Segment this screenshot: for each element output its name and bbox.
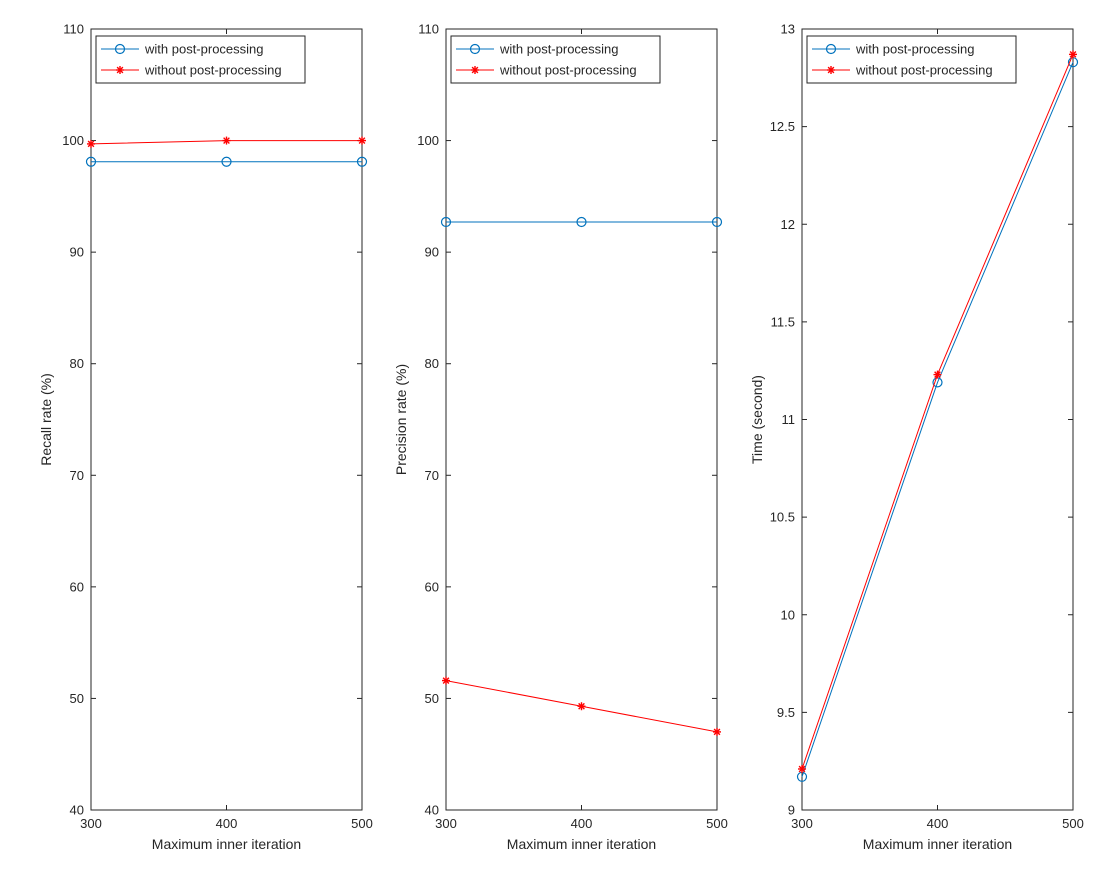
data-point xyxy=(85,156,97,167)
legend: with post-processing without post-process… xyxy=(450,35,661,84)
legend-label: with post-processing xyxy=(144,42,264,57)
y-tick-label: 10.5 xyxy=(770,510,795,525)
series-1 xyxy=(85,156,368,167)
y-axis-label: Recall rate (%) xyxy=(38,373,54,466)
data-point xyxy=(576,216,587,228)
data-point xyxy=(358,136,366,145)
plot-area xyxy=(445,28,718,811)
data-point xyxy=(798,764,806,773)
x-tick-label: 500 xyxy=(1062,816,1084,831)
data-point xyxy=(222,136,231,145)
series-line xyxy=(801,61,1074,777)
x-axis-label: Maximum inner iteration xyxy=(507,836,656,852)
x-tick-label: 500 xyxy=(706,816,728,831)
legend-box xyxy=(95,35,306,84)
y-tick-label: 100 xyxy=(62,133,84,148)
data-point xyxy=(440,216,452,228)
y-tick-label: 12.5 xyxy=(770,119,795,134)
legend-marker xyxy=(114,43,126,55)
legend-marker xyxy=(827,66,835,74)
legend-label: with post-processing xyxy=(855,42,975,57)
y-tick-label: 90 xyxy=(70,245,84,260)
y-tick-label: 11 xyxy=(782,412,796,427)
data-point xyxy=(442,676,450,685)
data-point xyxy=(711,216,723,228)
legend-box xyxy=(806,35,1017,84)
legend-label: without post-processing xyxy=(499,63,637,78)
y-tick-label: 60 xyxy=(425,579,439,594)
y-tick-label: 80 xyxy=(425,356,439,371)
y-tick-label: 9.5 xyxy=(777,705,795,720)
y-tick-label: 110 xyxy=(418,22,439,37)
x-axis-label: Maximum inner iteration xyxy=(863,836,1012,852)
y-tick-label: 10 xyxy=(781,607,795,622)
data-point xyxy=(221,156,232,167)
y-axis-label: Time (second) xyxy=(749,375,765,464)
x-tick-label: 300 xyxy=(80,816,102,831)
legend-marker xyxy=(469,43,481,55)
legend-box xyxy=(450,35,661,84)
data-point xyxy=(713,727,721,736)
x-tick-label: 300 xyxy=(435,816,457,831)
chart-panel-2: 40 50 60 70 80 90 100 110 300 400 500 Maximum inner… xyxy=(393,22,728,853)
y-tick-label: 70 xyxy=(425,468,439,483)
legend-marker xyxy=(116,66,124,74)
series-2 xyxy=(87,136,366,148)
legend-label: with post-processing xyxy=(499,42,619,57)
series-2 xyxy=(798,50,1077,773)
legend: with post-processing without post-process… xyxy=(95,35,306,84)
y-tick-label: 9 xyxy=(788,803,795,818)
legend-label: without post-processing xyxy=(855,63,993,78)
x-tick-label: 400 xyxy=(571,816,593,831)
legend-entry: without post-processing xyxy=(101,63,282,78)
data-point xyxy=(1069,50,1077,59)
y-tick-label: 80 xyxy=(70,356,84,371)
legend-label: without post-processing xyxy=(144,63,282,78)
y-tick-label: 13 xyxy=(781,22,795,37)
plot-area xyxy=(801,28,1074,811)
chart-panel-3: 9 9.5 10 10.5 11 11.5 12 12.5 13 300 400 500 Maximum… xyxy=(749,22,1084,853)
y-tick-label: 40 xyxy=(70,803,84,818)
y-tick-label: 60 xyxy=(70,579,84,594)
y-tick-label: 90 xyxy=(425,245,439,260)
x-tick-label: 500 xyxy=(351,816,373,831)
y-tick-label: 100 xyxy=(417,133,439,148)
x-axis-label: Maximum inner iteration xyxy=(152,836,301,852)
legend: with post-processing without post-process… xyxy=(806,35,1017,84)
x-tick-label: 300 xyxy=(791,816,813,831)
data-point xyxy=(933,370,942,379)
data-point xyxy=(87,139,95,148)
legend-entry: with post-processing xyxy=(456,42,619,57)
legend-marker xyxy=(471,66,479,74)
y-tick-label: 11.5 xyxy=(771,314,795,329)
y-tick-label: 50 xyxy=(425,691,439,706)
y-tick-label: 110 xyxy=(63,22,84,37)
legend-entry: without post-processing xyxy=(456,63,637,78)
legend-entry: without post-processing xyxy=(812,63,993,78)
series-1 xyxy=(440,216,723,228)
y-tick-label: 50 xyxy=(70,691,84,706)
series-2 xyxy=(442,676,721,736)
x-tick-label: 400 xyxy=(927,816,949,831)
y-tick-label: 70 xyxy=(70,468,84,483)
legend-entry: with post-processing xyxy=(812,42,975,57)
y-tick-label: 40 xyxy=(425,803,439,818)
data-point xyxy=(577,702,586,711)
plot-area xyxy=(90,28,363,811)
x-tick-label: 400 xyxy=(216,816,238,831)
y-tick-label: 12 xyxy=(781,217,795,232)
y-axis-label: Precision rate (%) xyxy=(393,364,409,475)
chart-panel-1: 40 50 60 70 80 90 100 110 300 400 500 Maximum inner… xyxy=(38,22,373,853)
data-point xyxy=(356,156,368,167)
legend-entry: with post-processing xyxy=(101,42,264,57)
legend-marker xyxy=(825,43,837,55)
